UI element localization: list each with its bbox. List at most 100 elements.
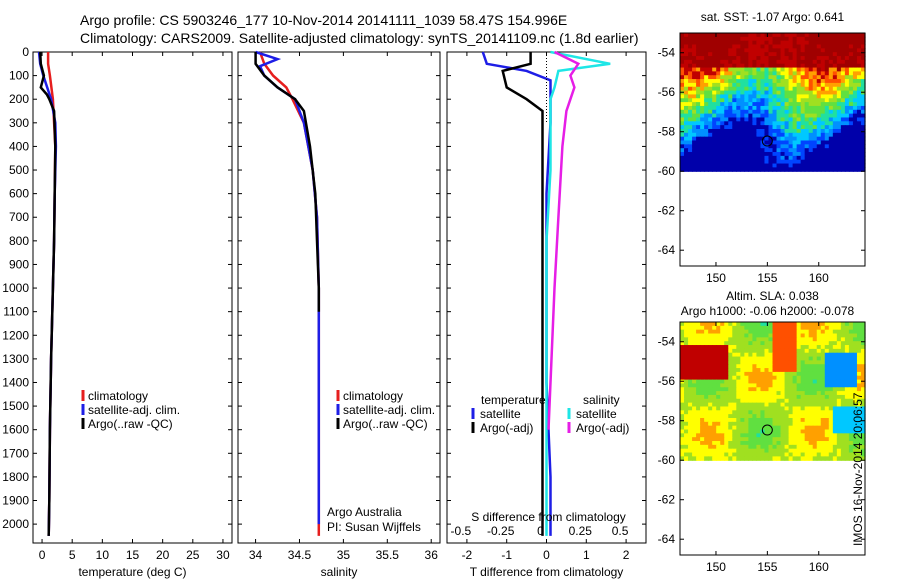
map-cell: [716, 113, 721, 119]
map-cell: [760, 337, 766, 342]
map-cell: [860, 44, 866, 49]
map-cell: [732, 379, 737, 385]
map-cell: [848, 59, 854, 65]
map-cell: [840, 387, 846, 392]
map-cell: [688, 352, 693, 358]
map-cell: [704, 375, 709, 381]
map-cell: [680, 67, 685, 72]
map-cell: [840, 144, 846, 149]
map-cell: [696, 364, 701, 369]
map-cell: [692, 406, 697, 411]
map-cell: [736, 410, 741, 415]
map-cell: [828, 433, 834, 438]
map-cell: [796, 144, 802, 149]
map-cell: [716, 148, 721, 153]
map-cell: [756, 394, 762, 400]
map-cell: [836, 368, 842, 373]
map-cell: [800, 452, 806, 457]
map-cell: [852, 71, 858, 76]
map-cell: [724, 144, 729, 149]
map-cell: [828, 452, 834, 457]
x2tick-label: 0.25: [569, 524, 593, 538]
map-cell: [688, 144, 693, 149]
map-cell: [680, 113, 685, 119]
map-cell: [808, 410, 814, 415]
map-cell: [772, 375, 778, 381]
map-cell: [736, 79, 741, 84]
map-cell: [852, 109, 858, 115]
map-ytick-label: -58: [658, 414, 676, 428]
map-cell: [784, 410, 790, 415]
map-cell: [848, 341, 854, 346]
map-cell: [692, 48, 697, 53]
map-cell: [796, 368, 802, 373]
map-cell: [860, 59, 866, 65]
map-cell: [848, 56, 854, 61]
map-cell: [808, 52, 814, 57]
map-cell: [728, 402, 733, 408]
map-cell: [748, 371, 753, 377]
map-cell: [740, 352, 745, 358]
map-cell: [692, 322, 697, 327]
map-cell: [780, 148, 786, 153]
map-cell: [788, 364, 794, 369]
map-cell: [784, 348, 790, 354]
map-cell: [848, 325, 854, 331]
map-cell: [740, 98, 745, 103]
map-cell: [688, 155, 693, 161]
map-cell: [724, 79, 729, 84]
map-cell: [808, 375, 814, 381]
map-cell: [776, 410, 782, 415]
map-cell: [860, 444, 866, 450]
map-cell: [832, 379, 838, 385]
map-cell: [824, 456, 830, 461]
map-cell: [732, 140, 737, 145]
map-cell: [740, 325, 745, 331]
map-cell: [792, 364, 798, 369]
map-cell: [696, 452, 701, 457]
map-cell: [816, 402, 822, 408]
map-cell: [764, 48, 770, 53]
map-cell: [752, 167, 758, 172]
map-cell: [792, 417, 798, 423]
map-cell: [728, 452, 733, 457]
map-cell: [680, 352, 685, 358]
map-cell: [804, 394, 810, 400]
map-cell: [724, 333, 729, 338]
map-cell: [860, 452, 866, 457]
map-cell: [764, 371, 770, 377]
map-cell: [752, 102, 758, 107]
map-cell: [728, 44, 733, 49]
map-cell: [848, 444, 854, 450]
map-cell: [756, 82, 762, 88]
map-cell: [700, 63, 705, 69]
map-cell: [840, 117, 846, 122]
map-cell: [716, 421, 721, 427]
map-cell: [748, 379, 753, 385]
map-cell: [760, 109, 766, 115]
map-cell: [792, 322, 798, 327]
map-cell: [736, 379, 741, 385]
map-cell: [860, 371, 866, 377]
map-cell: [852, 75, 858, 80]
map-cell: [704, 152, 709, 157]
map-cell: [724, 387, 729, 392]
map-cell: [756, 341, 762, 346]
map-cell: [764, 36, 770, 42]
map-cell: [836, 59, 842, 65]
map-cell: [780, 52, 786, 57]
map-cell: [784, 391, 790, 396]
map-cell: [780, 94, 786, 99]
map-cell: [696, 113, 701, 119]
map-cell: [856, 44, 862, 49]
map-cell: [808, 417, 814, 423]
map-cell: [692, 59, 697, 65]
map-cell: [712, 132, 717, 138]
map-cell: [820, 444, 826, 450]
map-cell: [792, 368, 798, 373]
map-cell: [740, 333, 745, 338]
map-cell: [768, 375, 774, 381]
map-cell: [696, 155, 701, 161]
map-cell: [796, 456, 802, 461]
map-cell: [720, 94, 725, 99]
